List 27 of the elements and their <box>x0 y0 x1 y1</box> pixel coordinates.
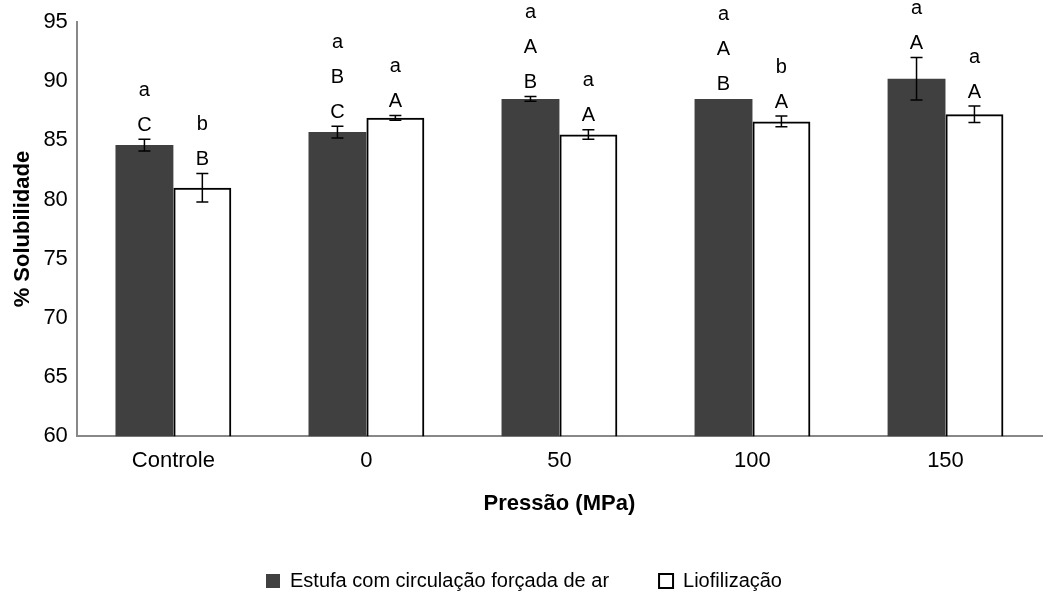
annotation: a A <box>909 0 924 54</box>
legend-label: Estufa com circulação forçada de ar <box>290 568 610 591</box>
annotation: b A <box>774 54 789 112</box>
x-tick-label: 150 <box>927 447 964 473</box>
y-tick-label: 70 <box>43 303 68 329</box>
annotation: a A <box>388 54 403 112</box>
annotation: a A <box>967 44 982 102</box>
y-axis-title: % Solubilidade <box>9 150 35 308</box>
y-tick-label: 85 <box>43 126 68 152</box>
legend-label: Liofilização <box>683 568 782 591</box>
x-tick-label: 100 <box>734 447 771 473</box>
y-tick-label: 80 <box>43 185 68 211</box>
x-tick-label: 50 <box>547 447 572 473</box>
y-tick-label: 95 <box>43 8 68 34</box>
annotation: a A B <box>716 2 731 95</box>
y-tick-label: 75 <box>43 244 68 270</box>
x-axis-title: Pressão (MPa) <box>483 489 636 515</box>
annotation: a A <box>581 68 596 126</box>
annotation: a C <box>137 77 152 135</box>
annotation: a A B <box>523 0 538 93</box>
x-tick-label: Controle <box>131 447 215 473</box>
annotation: b B <box>195 111 210 169</box>
y-tick-label: 65 <box>43 363 68 389</box>
x-tick-label: 0 <box>360 447 373 473</box>
y-tick-label: 90 <box>43 67 68 93</box>
y-tick-label: 60 <box>43 422 68 448</box>
annotation: a B C <box>330 29 345 122</box>
